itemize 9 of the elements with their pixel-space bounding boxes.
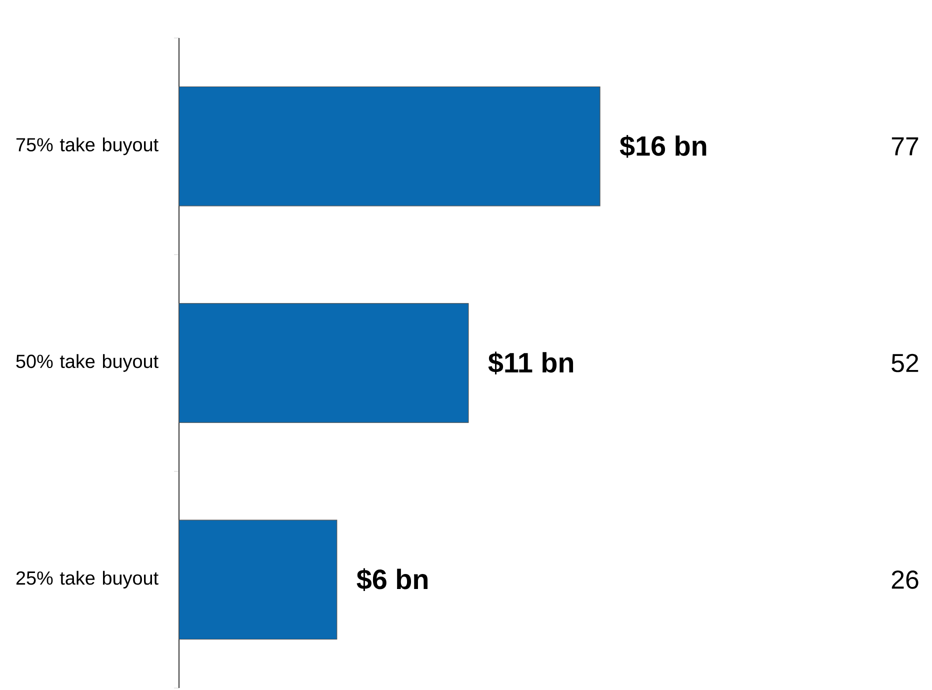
y-tick-label: 75% take buyout <box>16 138 158 156</box>
text: 52 <box>892 354 918 372</box>
text: 26 <box>892 570 918 589</box>
data-label: $6 bn <box>356 568 428 592</box>
y-tick-label: 50% take buyout <box>16 354 158 372</box>
y-tick-label: 25% take buyout <box>16 570 158 588</box>
data-label: $16 bn <box>620 134 706 158</box>
data-label: $11 bn <box>488 352 574 374</box>
text: 77 <box>892 137 918 156</box>
